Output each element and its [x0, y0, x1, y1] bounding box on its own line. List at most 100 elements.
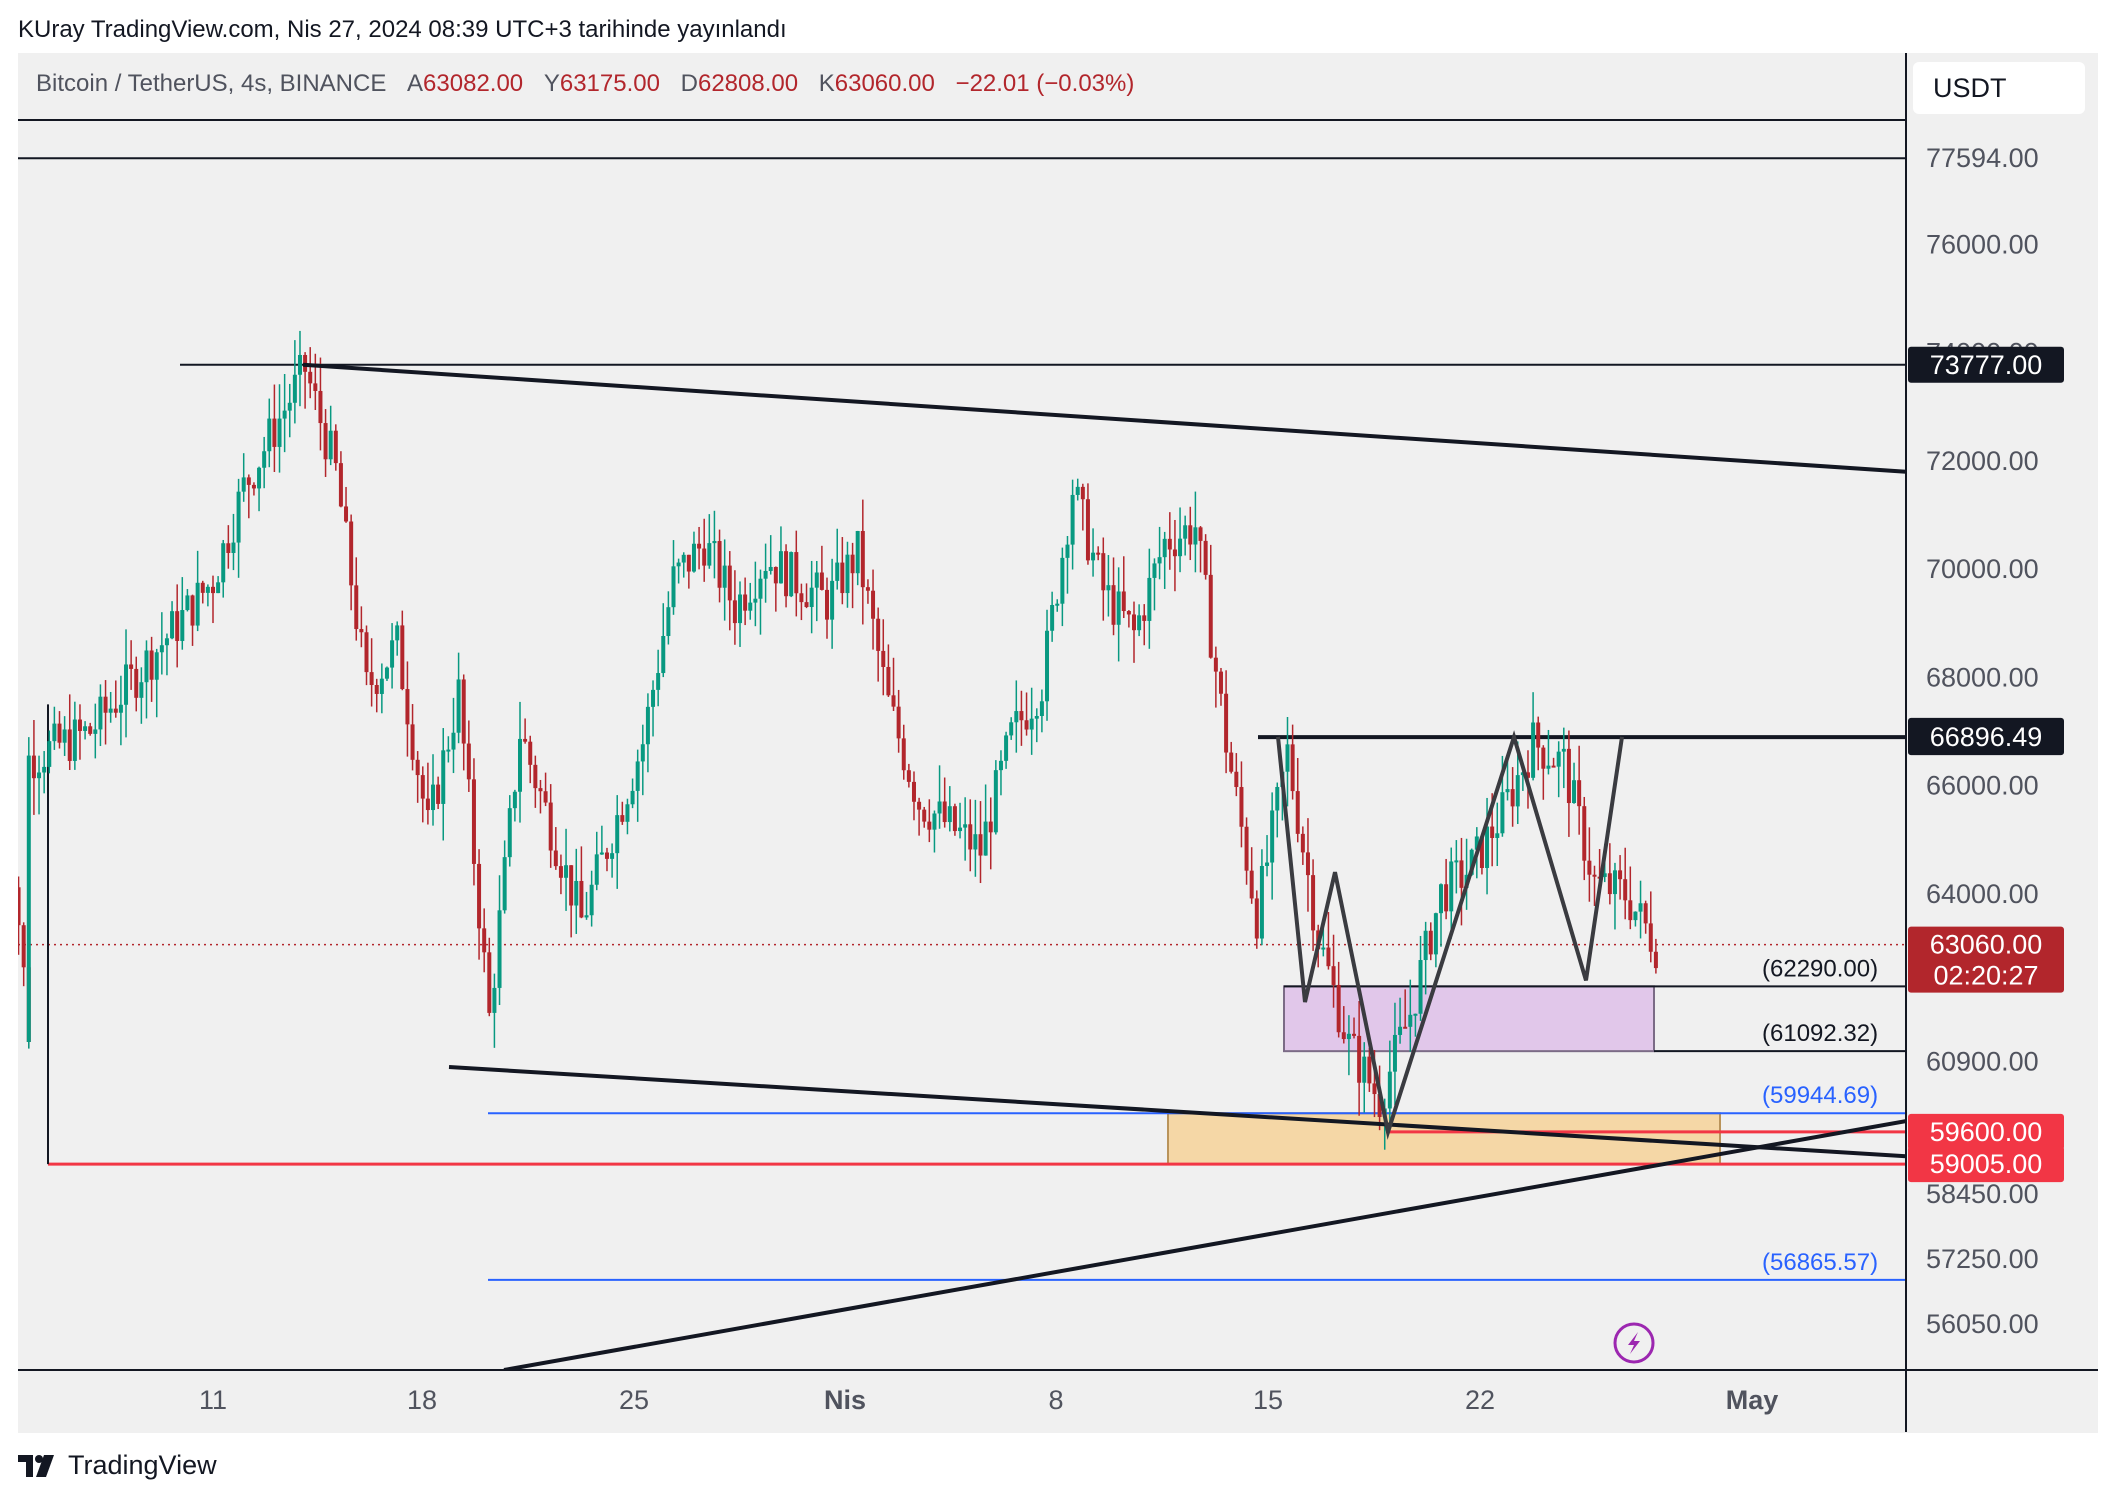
lightning-icon[interactable] [1613, 1322, 1655, 1364]
candle-body [1607, 873, 1612, 895]
candle-body [947, 806, 952, 823]
candle-body [958, 827, 963, 832]
candle-body [1352, 1033, 1357, 1036]
target-zone[interactable] [1283, 985, 1655, 1053]
candle-body [11, 825, 15, 887]
pattern-zigzag[interactable] [1276, 730, 1624, 1140]
candle-body [1239, 787, 1244, 827]
candle-body [507, 808, 512, 858]
candle-body [272, 418, 277, 447]
candle-body [1121, 591, 1126, 612]
candle-body [615, 815, 620, 854]
time-tick-label: 25 [619, 1385, 649, 1415]
candle-body [1157, 557, 1162, 564]
candle-body [466, 743, 471, 780]
candle-body [1213, 657, 1218, 672]
time-tick-label: May [1726, 1385, 1779, 1415]
price-chart[interactable]: 76000.00 72000.00 70000.00 66000.00 64000.00… [0, 0, 2114, 1440]
candle-body [1055, 603, 1060, 606]
candle-body [1362, 1056, 1367, 1083]
price-tick-label: 64000.00 [1926, 879, 2039, 909]
candle-body [226, 543, 231, 554]
candle-body [1515, 775, 1520, 807]
tradingview-logo[interactable]: TradingView [18, 1450, 217, 1481]
candle-body [1147, 577, 1152, 621]
candle-body [431, 784, 436, 811]
chart-pane[interactable] [18, 53, 2098, 1433]
candle-body [436, 784, 441, 804]
candle-body [825, 589, 829, 620]
candle-body [1331, 966, 1336, 985]
candle-body [876, 618, 881, 651]
candle-body [1433, 913, 1438, 955]
candle-body [553, 850, 558, 867]
candle-body [31, 755, 36, 779]
lower-channel-trendline[interactable] [448, 1064, 1906, 1159]
candle-body [1561, 748, 1566, 752]
candle-body [651, 689, 656, 707]
symbol-legend[interactable]: Bitcoin / TetherUS, 4s, BINANCE A63082.0… [36, 70, 1134, 98]
price-badge: 59005.00 [1908, 1146, 2064, 1183]
candle-body [1116, 591, 1121, 625]
candle-body [108, 708, 113, 713]
candle-body [686, 554, 691, 572]
candle-body [579, 880, 584, 918]
candle-body [354, 585, 359, 630]
candle-body [267, 418, 272, 452]
candle-body [574, 880, 579, 906]
candle-body [1341, 1032, 1346, 1040]
candle-body [871, 590, 876, 619]
candle-body [62, 729, 67, 743]
candle-body [584, 915, 589, 918]
candle-body [911, 781, 916, 802]
candle-body [6, 759, 10, 825]
candle-body [1265, 862, 1270, 866]
candle-body [190, 595, 195, 626]
candle-body [1449, 861, 1454, 912]
candle-body [998, 760, 1003, 771]
low-value: 62808.00 [697, 70, 799, 97]
candle-body [1188, 525, 1193, 545]
candle-body [1633, 911, 1638, 921]
price-tick-label: 77594.00 [1926, 143, 2039, 173]
candle-body [349, 521, 354, 586]
level-price-label: (61092.32) [1762, 1020, 1878, 1047]
currency-selector[interactable]: USDT [1913, 62, 2085, 114]
candle-body [37, 772, 42, 779]
candle-body [558, 866, 563, 878]
candle-body [1326, 947, 1331, 967]
candle-body [707, 543, 712, 566]
candle-body [1439, 884, 1443, 914]
candle-body [548, 802, 553, 851]
candle-body [297, 354, 302, 375]
close-key: K [818, 70, 835, 97]
candle-body [482, 928, 487, 953]
candle-body [1045, 630, 1050, 702]
upper-channel-trendline[interactable] [302, 362, 1906, 474]
rising-support-trendline[interactable] [503, 1119, 1906, 1370]
candle-body [1566, 748, 1571, 804]
candle-body [1372, 1083, 1377, 1095]
candle-body [359, 629, 364, 633]
candle-body [1479, 836, 1484, 868]
candle-body [395, 625, 400, 641]
candle-body [456, 679, 461, 733]
candle-body [1270, 810, 1275, 863]
candle-body [1495, 833, 1500, 838]
candle-body [610, 853, 615, 859]
open-value: 63082.00 [423, 70, 524, 97]
candle-body [1612, 870, 1617, 895]
price-tick-label: 58450.00 [1926, 1179, 2039, 1209]
candle-body [799, 593, 804, 603]
candle-body [620, 815, 625, 822]
candle-body [180, 610, 185, 641]
candle-body [784, 551, 789, 597]
candle-body [344, 506, 349, 522]
candle-body [538, 788, 543, 792]
candle-body [262, 451, 267, 468]
candle-body [1024, 720, 1029, 730]
candle-body [891, 695, 896, 707]
candle-body [860, 530, 865, 588]
candle-body [52, 723, 57, 742]
candle-body [738, 594, 743, 624]
